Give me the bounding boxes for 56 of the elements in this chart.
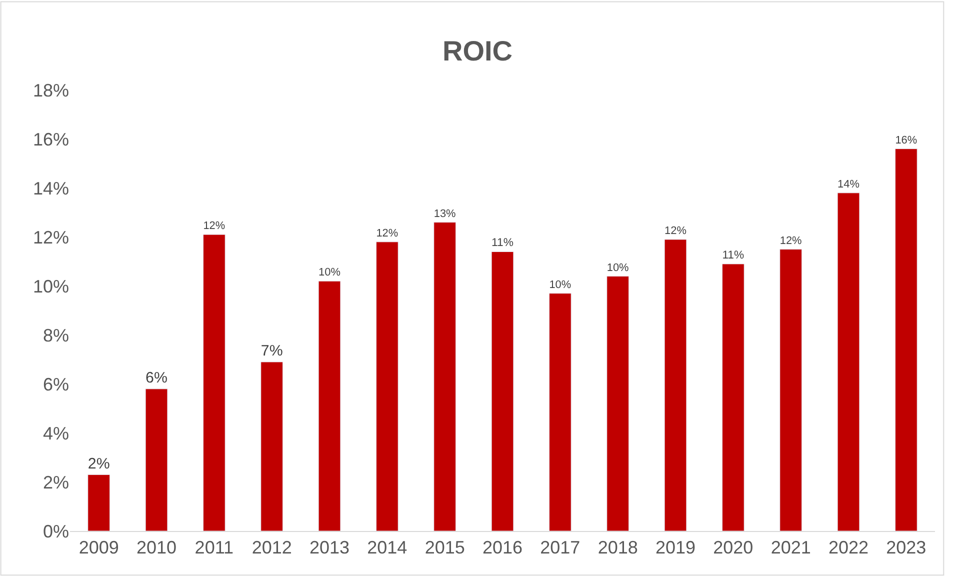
x-tick-label: 2013 bbox=[309, 538, 350, 558]
data-label: 12% bbox=[376, 227, 398, 240]
x-tick-label: 2010 bbox=[136, 538, 177, 558]
bar bbox=[780, 249, 802, 531]
x-tick-label: 2019 bbox=[655, 538, 696, 558]
bar bbox=[318, 280, 341, 531]
data-label: 7% bbox=[260, 342, 283, 360]
bar bbox=[722, 264, 744, 531]
data-label: 12% bbox=[203, 220, 226, 232]
y-tick-label: 16% bbox=[32, 129, 69, 150]
data-label: 12% bbox=[664, 225, 687, 238]
y-tick-label: 18% bbox=[32, 80, 69, 100]
y-tick-label: 10% bbox=[32, 276, 69, 296]
data-label: 10% bbox=[549, 278, 572, 291]
data-label: 13% bbox=[434, 208, 456, 220]
data-label: 10% bbox=[606, 262, 630, 274]
x-tick-label: 2015 bbox=[424, 538, 465, 558]
bar bbox=[260, 362, 284, 531]
x-tick-label: 2017 bbox=[540, 538, 580, 558]
bar bbox=[145, 388, 168, 531]
x-tick-label: 2022 bbox=[828, 538, 869, 558]
y-tick-label: 8% bbox=[42, 325, 69, 346]
data-label: 16% bbox=[895, 134, 918, 146]
data-label: 2% bbox=[88, 455, 110, 472]
bar bbox=[548, 293, 572, 531]
bar bbox=[837, 192, 860, 531]
data-label: 6% bbox=[146, 370, 168, 387]
y-tick-label: 6% bbox=[42, 374, 69, 394]
bar bbox=[491, 251, 514, 531]
data-label: 11% bbox=[492, 237, 514, 250]
x-tick-label: 2023 bbox=[886, 538, 926, 558]
x-tick-label: 2011 bbox=[194, 538, 234, 558]
bar bbox=[88, 474, 110, 531]
bar bbox=[606, 276, 630, 531]
chart-title: ROIC bbox=[442, 35, 512, 66]
data-label: 11% bbox=[722, 249, 744, 262]
x-tick-label: 2021 bbox=[770, 538, 811, 558]
y-tick-label: 2% bbox=[42, 472, 69, 492]
bar bbox=[894, 148, 918, 531]
x-tick-label: 2012 bbox=[252, 538, 292, 558]
y-tick-label: 12% bbox=[32, 227, 69, 248]
bar bbox=[202, 234, 226, 531]
y-tick-label: 4% bbox=[42, 423, 69, 444]
x-tick-label: 2020 bbox=[713, 538, 754, 558]
data-label: 14% bbox=[838, 178, 860, 190]
x-tick-label: 2009 bbox=[78, 538, 119, 558]
bar bbox=[434, 222, 456, 531]
y-tick-label: 14% bbox=[32, 178, 69, 198]
y-tick-label: 0% bbox=[42, 521, 69, 542]
x-tick-label: 2014 bbox=[367, 538, 408, 558]
x-tick-label: 2018 bbox=[598, 538, 638, 558]
bar bbox=[376, 242, 398, 531]
data-label: 12% bbox=[780, 234, 802, 247]
bar bbox=[664, 239, 687, 531]
data-label: 10% bbox=[318, 266, 341, 279]
x-tick-label: 2016 bbox=[482, 538, 523, 558]
